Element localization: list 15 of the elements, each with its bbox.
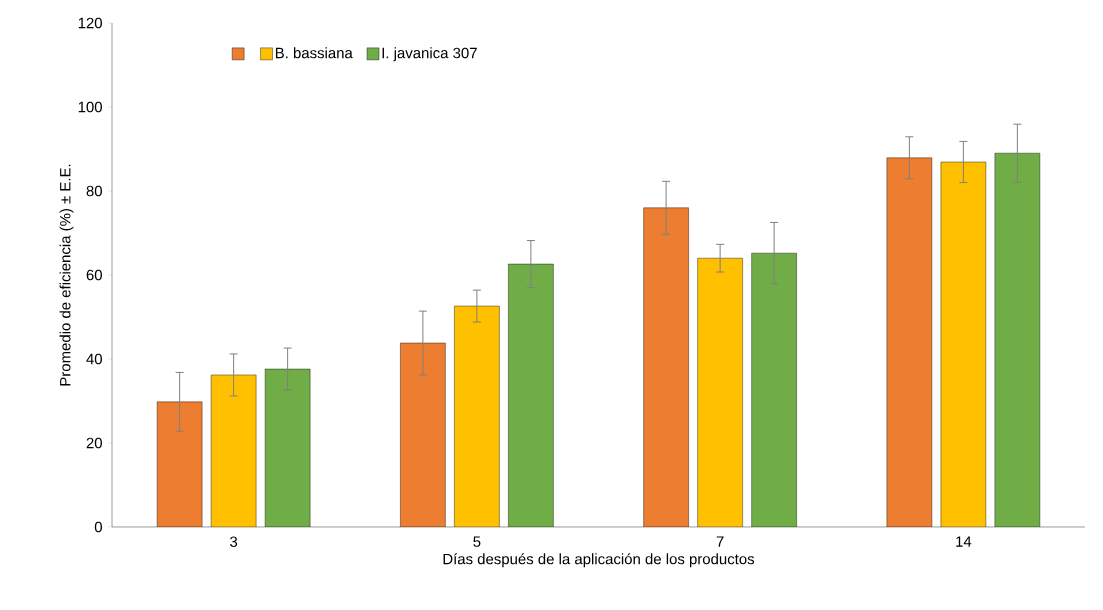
x-axis-title: Días después de la aplicación de los productos	[443, 553, 755, 568]
y-axis-title: Promedio de eficiencia (%) ± E.E.	[59, 164, 74, 386]
y-tick-label: 40	[86, 353, 102, 365]
x-tick-label: 7	[716, 536, 724, 547]
y-tick-label: 120	[78, 17, 102, 29]
x-tick-label: 5	[473, 536, 481, 547]
legend-label: B. bassiana	[275, 47, 353, 59]
y-tick-label: 60	[86, 269, 102, 281]
y-tick-label: 0	[94, 521, 102, 533]
y-tick-label: 100	[78, 101, 102, 113]
y-tick-label: 20	[86, 437, 102, 449]
x-tick-label: 14	[956, 536, 972, 547]
legend-label: I. javanica 307	[382, 47, 477, 62]
y-tick-label: 80	[86, 185, 102, 197]
x-tick-label: 3	[230, 536, 238, 547]
